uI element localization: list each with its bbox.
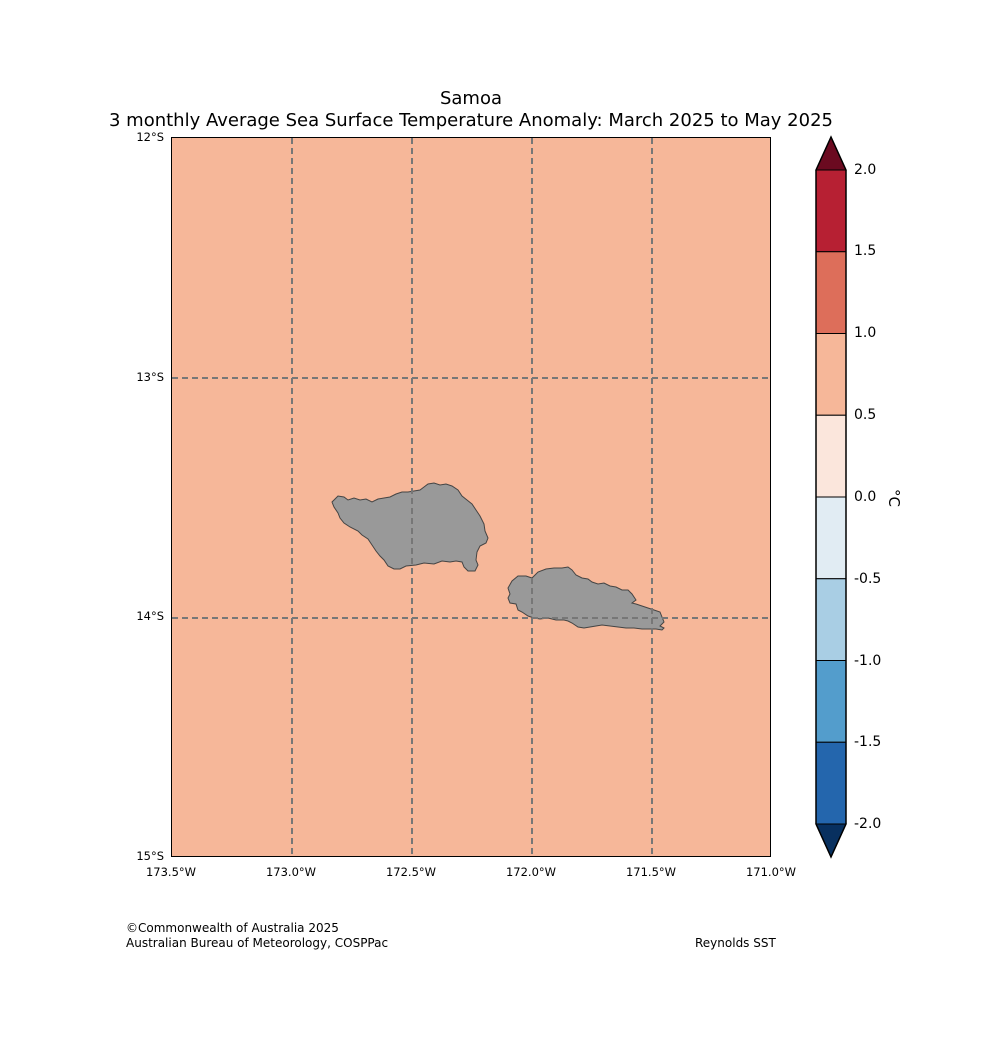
map-title: Samoa [439, 88, 503, 109]
colorbar-outline [815, 135, 847, 859]
lon-label-172-5w: 172.5°W [385, 865, 437, 879]
graticule [172, 138, 770, 856]
colorbar-bin [815, 496, 847, 580]
lon-label-173-5w: 173.5°W [145, 865, 197, 879]
colorbar-bin [815, 660, 847, 743]
lon-label-173-0w: 173.0°W [265, 865, 317, 879]
island-savaii [331, 482, 489, 572]
dataset-credit-text: Reynolds SST [695, 936, 776, 950]
colorbar-bin [815, 251, 847, 334]
lon-label-171-5w: 171.5°W [625, 865, 677, 879]
colorbar-tick-0-5: 0.5 [854, 407, 877, 423]
colorbar-tick-0-0: 0.0 [854, 489, 877, 505]
colorbar-unit-label: °C [884, 489, 903, 507]
lat-label-15s: 15°S [136, 849, 164, 863]
colorbar-bin [815, 741, 847, 825]
colorbar-bin [815, 333, 847, 416]
lat-label-14s: 14°S [136, 609, 164, 623]
colorbar-tick-1-5: 1.5 [854, 243, 877, 259]
colorbar-tick-1-0: 1.0 [854, 325, 877, 341]
colorbar-tick-neg-0-5: -0.5 [854, 571, 882, 587]
colorbar-extend-high [815, 135, 847, 171]
colorbar-bin [815, 169, 847, 253]
map-panel [171, 137, 771, 857]
bureau-credit-text: Australian Bureau of Meteorology, COSPPa… [126, 936, 389, 950]
lon-label-171-0w: 171.0°W [745, 865, 797, 879]
lat-label-12s: 12°S [136, 130, 164, 144]
copyright-text: ©Commonwealth of Australia 2025 [126, 921, 339, 935]
map-subtitle: 3 monthly Average Sea Surface Temperatur… [109, 110, 833, 131]
colorbar-scale [815, 135, 847, 859]
lon-label-172-0w: 172.0°W [505, 865, 557, 879]
colorbar-bin [815, 578, 847, 661]
colorbar-tick-neg-2-0: -2.0 [854, 816, 882, 832]
colorbar-tick-2-0: 2.0 [854, 162, 877, 178]
lat-label-13s: 13°S [136, 370, 164, 384]
colorbar-tick-neg-1-0: -1.0 [854, 653, 882, 669]
sst-map [172, 138, 770, 856]
ocean-fill [172, 138, 770, 856]
colorbar-bin [815, 414, 847, 498]
colorbar [810, 132, 852, 866]
colorbar-extend-low [815, 823, 847, 859]
colorbar-tick-neg-1-5: -1.5 [854, 734, 882, 750]
